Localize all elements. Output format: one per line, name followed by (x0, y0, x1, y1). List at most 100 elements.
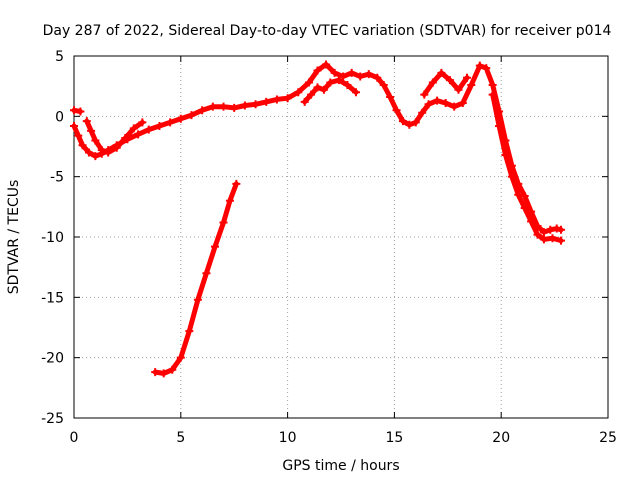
data-point (230, 103, 239, 112)
y-tick-label: -10 (41, 230, 64, 246)
data-point (411, 118, 420, 127)
data-point (379, 80, 388, 89)
data-point (151, 368, 160, 377)
data-point (343, 80, 352, 89)
gridlines (74, 56, 608, 418)
data-point (202, 269, 211, 278)
data-point (91, 152, 100, 161)
data-point (330, 68, 339, 77)
y-tick-label: -5 (50, 170, 64, 186)
data-point (467, 80, 476, 89)
data-point (347, 68, 356, 77)
data-point (251, 100, 260, 109)
y-tick-label: -20 (41, 351, 64, 367)
data-point (272, 95, 281, 104)
series-track-steep (151, 179, 241, 378)
x-tick-label: 25 (599, 430, 617, 446)
data-point (166, 118, 175, 127)
series-track-left-arc (82, 117, 147, 157)
data-point (488, 90, 497, 99)
data-point (364, 70, 373, 79)
data-point (155, 121, 164, 130)
data-point (185, 327, 194, 336)
data-point (313, 66, 322, 75)
data-point (104, 148, 113, 157)
data-point (398, 117, 407, 126)
x-axis-label: GPS time / hours (282, 458, 399, 474)
data-point (159, 369, 168, 378)
data-point (78, 141, 87, 150)
x-tick-label: 5 (176, 430, 185, 446)
data-point (97, 146, 106, 155)
data-point (475, 61, 484, 70)
data-point (307, 90, 316, 99)
data-point (144, 125, 153, 134)
data-point (552, 224, 561, 233)
data-point (70, 121, 78, 130)
x-tick-label: 20 (492, 430, 510, 446)
data-point (112, 143, 121, 152)
series-track-upper-branch (300, 76, 360, 106)
data-point (356, 72, 365, 81)
data-point (232, 179, 241, 188)
data-point (405, 120, 414, 129)
data-point (424, 100, 433, 109)
data-point (445, 76, 454, 85)
data-point (373, 73, 382, 82)
data-point (70, 106, 78, 115)
series-track-lower-branch (488, 90, 566, 245)
data-point (134, 130, 143, 139)
data-point (219, 102, 228, 111)
data-point (546, 225, 555, 234)
data-point (300, 97, 309, 106)
data-point (176, 114, 185, 123)
data-point (187, 111, 196, 120)
data-point (313, 83, 322, 92)
y-tick-label: -25 (41, 411, 64, 427)
data-point (557, 236, 566, 245)
data-point (450, 102, 459, 111)
chart-title: Day 287 of 2022, Sidereal Day-to-day VTE… (43, 23, 612, 39)
x-axis-ticks: 0 5 10 15 20 25 (70, 56, 617, 446)
data-point (208, 102, 217, 111)
data-point (219, 218, 228, 227)
data-point (539, 235, 548, 244)
data-point (339, 72, 348, 81)
series-layer (70, 60, 566, 378)
series-track-left-start (70, 106, 85, 116)
data-point (176, 353, 185, 362)
data-point (428, 78, 437, 87)
data-point (539, 228, 548, 237)
y-tick-label: -15 (41, 290, 64, 306)
data-point (527, 217, 536, 226)
data-point (322, 60, 331, 69)
series-track-side-branch (420, 68, 472, 99)
series-track-main (70, 60, 566, 237)
y-tick-label: 5 (55, 49, 64, 65)
data-point (520, 204, 529, 213)
data-point (225, 196, 234, 205)
x-tick-label: 15 (385, 430, 403, 446)
data-point (418, 108, 427, 117)
series-line (421, 70, 470, 98)
x-tick-label: 0 (70, 430, 79, 446)
data-point (193, 295, 202, 304)
data-point (495, 121, 504, 130)
data-point (138, 118, 147, 127)
data-point (482, 64, 491, 73)
data-point (458, 99, 467, 108)
data-point (91, 136, 100, 145)
data-point (304, 78, 313, 87)
data-point (87, 126, 96, 135)
data-point (82, 117, 91, 126)
data-point (121, 134, 130, 143)
y-axis-ticks: 5 0 -5 -10 -15 -20 -25 (41, 49, 608, 427)
data-point (294, 88, 303, 97)
data-point (283, 94, 292, 103)
data-point (433, 96, 442, 105)
data-point (548, 234, 557, 243)
y-tick-label: 0 (55, 109, 64, 125)
data-point (463, 73, 472, 82)
data-point (420, 90, 429, 99)
